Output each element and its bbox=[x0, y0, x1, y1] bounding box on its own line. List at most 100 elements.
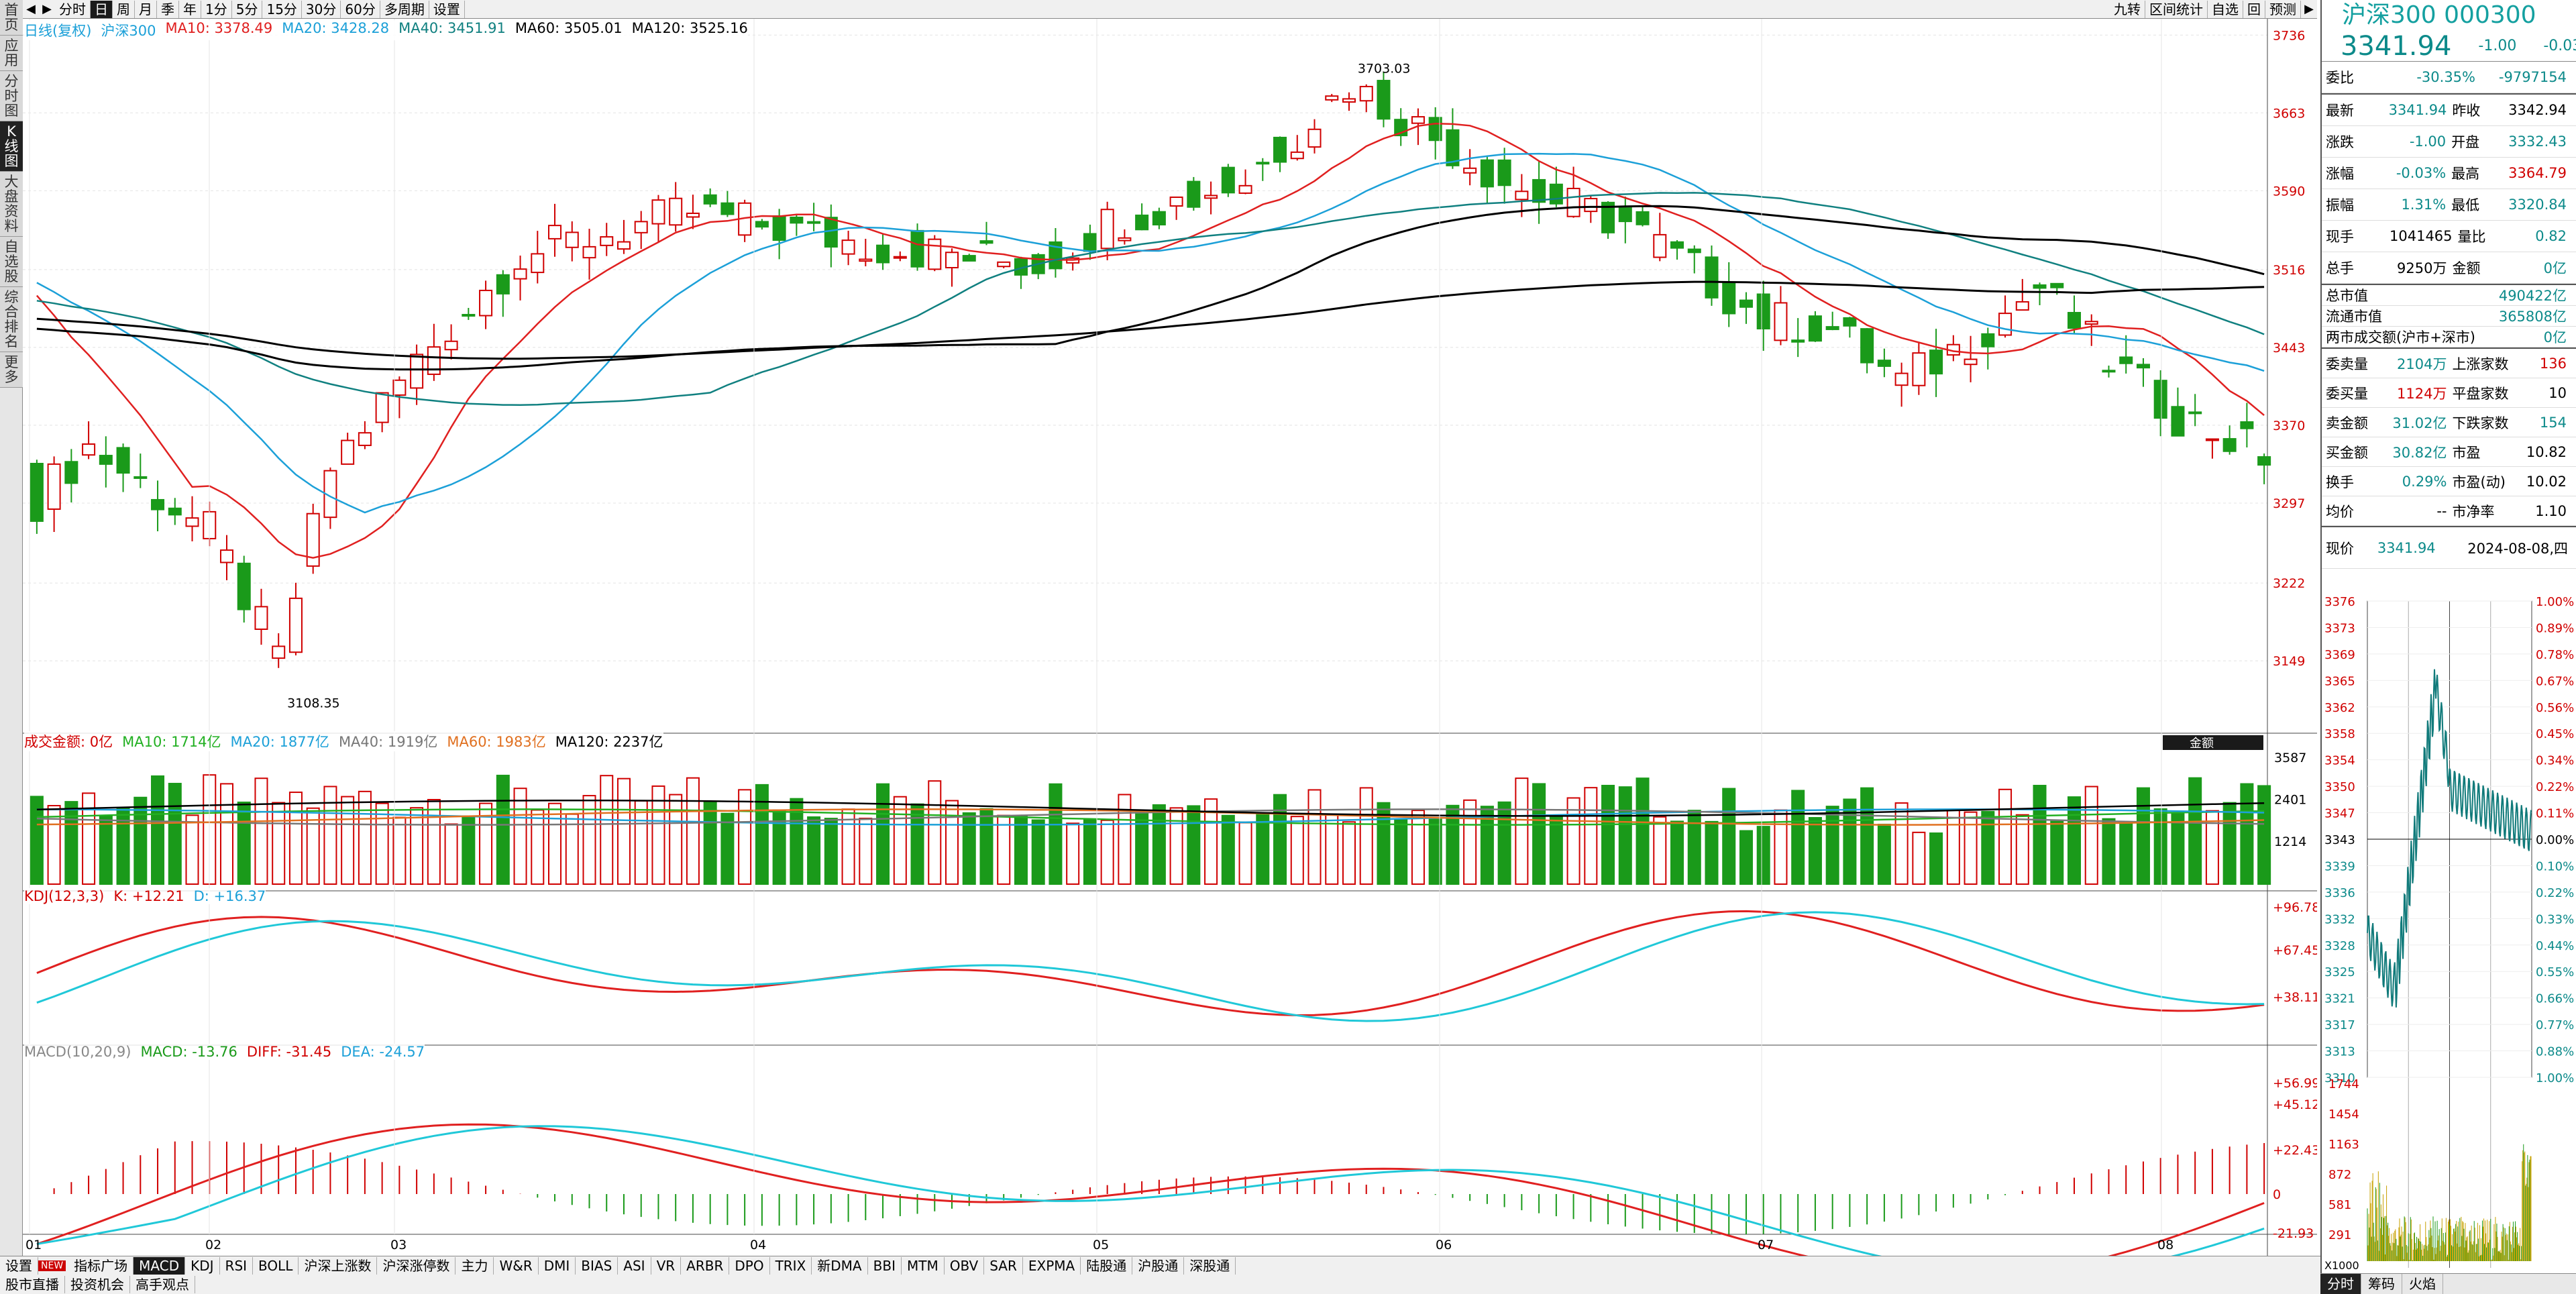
toolbar-right-4[interactable]: 预测 bbox=[2265, 0, 2301, 18]
indicator-tab-25[interactable]: 深股通 bbox=[1184, 1257, 1236, 1275]
indicator-tab-3[interactable]: KDJ bbox=[185, 1257, 220, 1275]
indicator-tab-16[interactable]: TRIX bbox=[770, 1257, 812, 1275]
volume-bar bbox=[703, 801, 717, 885]
intraday-tab-2[interactable]: 火焰 bbox=[2402, 1274, 2443, 1294]
ma-vol-label-0: MA10: 1714亿 bbox=[122, 734, 221, 750]
indicator-tab-24[interactable]: 沪股通 bbox=[1132, 1257, 1185, 1275]
intraday-price-line bbox=[2367, 669, 2532, 1008]
quote-label: 上涨家数 bbox=[2452, 356, 2509, 372]
toolbar-right-2[interactable]: 自选 bbox=[2208, 0, 2243, 18]
sidebar-tab-1[interactable]: 应用 bbox=[0, 36, 23, 71]
volume-bar bbox=[2033, 784, 2047, 885]
settings-tab[interactable]: 设置 bbox=[0, 1257, 38, 1275]
candle-body bbox=[2153, 380, 2167, 419]
period-1[interactable]: 日 bbox=[91, 0, 113, 18]
kline-chart[interactable]: 3736 3663 3590 3516 3443 3370 3297 3222 3149 3703… bbox=[23, 19, 2320, 1278]
candle-body bbox=[1515, 191, 1529, 201]
period-6[interactable]: 1分 bbox=[201, 0, 232, 18]
candle-body bbox=[1204, 195, 1218, 199]
indicator-tab-14[interactable]: ARBR bbox=[681, 1257, 730, 1275]
bottom-tab-2[interactable]: 高手观点 bbox=[130, 1276, 195, 1293]
sidebar-tab-4[interactable]: 大盘资料 bbox=[0, 172, 23, 237]
indicator-tab-22[interactable]: EXPMA bbox=[1023, 1257, 1081, 1275]
intraday-chart[interactable]: 3376 1.00% 3373 0.89% 3369 0.78% 3365 0.67% 3362… bbox=[2322, 597, 2576, 1272]
period-12[interactable]: 设置 bbox=[429, 0, 465, 18]
indicator-tab-13[interactable]: VR bbox=[651, 1257, 682, 1275]
period-3[interactable]: 月 bbox=[135, 0, 157, 18]
candle-body bbox=[2033, 284, 2047, 289]
volume-bar bbox=[323, 786, 337, 885]
volume-bar bbox=[1463, 799, 1477, 885]
indicator-tab-17[interactable]: 新DMA bbox=[812, 1257, 868, 1275]
kdj-d-value: D: +16.37 bbox=[193, 888, 266, 904]
indicator-tab-21[interactable]: SAR bbox=[984, 1257, 1023, 1275]
quote-row-c3: 买金额 30.82亿 市盈 10.82 bbox=[2322, 437, 2576, 467]
indicator-tab-4[interactable]: RSI bbox=[220, 1257, 254, 1275]
indicator-tab-5[interactable]: BOLL bbox=[253, 1257, 299, 1275]
bottom-bar: 设置 NEW 指标广场 MACD KDJ RSI BOLL 沪深上涨数 沪深涨停数 主力 W&R DM… bbox=[0, 1256, 2320, 1294]
toolbar-right-3[interactable]: 回 bbox=[2243, 0, 2265, 18]
scroll-left-icon[interactable]: ◀ bbox=[26, 2, 36, 16]
sidebar-tab-7[interactable]: 更多 bbox=[0, 352, 23, 388]
volume-bar bbox=[168, 783, 182, 885]
candle-body bbox=[1100, 209, 1114, 250]
candle-body bbox=[1307, 128, 1322, 148]
period-7[interactable]: 5分 bbox=[232, 0, 263, 18]
indicator-tab-20[interactable]: OBV bbox=[945, 1257, 985, 1275]
macd-line bbox=[36, 1123, 2265, 1278]
indicator-tab-15[interactable]: DPO bbox=[729, 1257, 770, 1275]
candle-body bbox=[185, 517, 199, 527]
intraday-pct-label: 0.77% bbox=[2536, 1018, 2574, 1032]
period-5[interactable]: 年 bbox=[179, 0, 201, 18]
intraday-pct-label: 0.44% bbox=[2536, 939, 2574, 953]
indicator-tab-11[interactable]: BIAS bbox=[576, 1257, 619, 1275]
scroll-right-icon[interactable]: ▶ bbox=[42, 2, 52, 16]
candle-body bbox=[2257, 456, 2271, 466]
sidebar-tab-6[interactable]: 综合排名 bbox=[0, 287, 23, 352]
indicator-tab-6[interactable]: 沪深上涨数 bbox=[299, 1257, 378, 1275]
volume-bar bbox=[1877, 823, 1891, 885]
period-10[interactable]: 60分 bbox=[341, 0, 380, 18]
toolbar-end-icon[interactable]: ▶ bbox=[2304, 2, 2314, 16]
sidebar-tab-5[interactable]: 自选股 bbox=[0, 237, 23, 287]
indicator-tab-9[interactable]: W&R bbox=[494, 1257, 539, 1275]
weibi-label: 委比 bbox=[2326, 70, 2354, 86]
indicator-tab-2[interactable]: MACD bbox=[133, 1257, 186, 1275]
period-8[interactable]: 15分 bbox=[262, 0, 302, 18]
indicator-tab-12[interactable]: ASI bbox=[618, 1257, 651, 1275]
period-0[interactable]: 分时 bbox=[55, 0, 91, 18]
intraday-price-label: 3347 bbox=[2324, 807, 2355, 821]
candle-body bbox=[219, 549, 234, 563]
quote-row-a0: 最新 3341.94 昨收 3342.94 bbox=[2322, 95, 2576, 126]
indicator-tab-7[interactable]: 沪深涨停数 bbox=[377, 1257, 456, 1275]
indicator-tab-1[interactable]: 指标广场 bbox=[68, 1257, 134, 1275]
quote-value: 136 bbox=[2539, 355, 2567, 372]
indicator-tab-18[interactable]: BBI bbox=[868, 1257, 902, 1275]
bottom-tab-0[interactable]: 股市直播 bbox=[0, 1276, 65, 1293]
period-2[interactable]: 周 bbox=[113, 0, 135, 18]
indicator-tab-19[interactable]: MTM bbox=[902, 1257, 945, 1275]
intraday-pct-label: 0.45% bbox=[2536, 727, 2574, 741]
sidebar-tab-0[interactable]: 首页 bbox=[0, 0, 23, 36]
intraday-tab-0[interactable]: 分时 bbox=[2320, 1274, 2361, 1294]
period-4[interactable]: 季 bbox=[157, 0, 179, 18]
volume-bar bbox=[219, 783, 234, 885]
intraday-pct-label: 0.00% bbox=[2536, 833, 2574, 847]
period-11[interactable]: 多周期 bbox=[380, 0, 429, 18]
volume-bar bbox=[1601, 784, 1615, 885]
price-tick-label: 3663 bbox=[2273, 106, 2305, 121]
quote-value: 3341.94 bbox=[2388, 102, 2447, 118]
intraday-tab-1[interactable]: 筹码 bbox=[2361, 1274, 2402, 1294]
volume-bar bbox=[616, 777, 631, 885]
sidebar-tab-2[interactable]: 分时图 bbox=[0, 71, 23, 121]
candle-body bbox=[2171, 406, 2185, 437]
volume-bar bbox=[151, 775, 165, 885]
toolbar-right-1[interactable]: 区间统计 bbox=[2145, 0, 2208, 18]
indicator-tab-10[interactable]: DMI bbox=[539, 1257, 576, 1275]
indicator-tab-8[interactable]: 主力 bbox=[455, 1257, 494, 1275]
period-9[interactable]: 30分 bbox=[302, 0, 341, 18]
bottom-tab-1[interactable]: 投资机会 bbox=[65, 1276, 130, 1293]
indicator-tab-23[interactable]: 陆股通 bbox=[1081, 1257, 1133, 1275]
toolbar-right-0[interactable]: 九转 bbox=[2110, 0, 2145, 18]
